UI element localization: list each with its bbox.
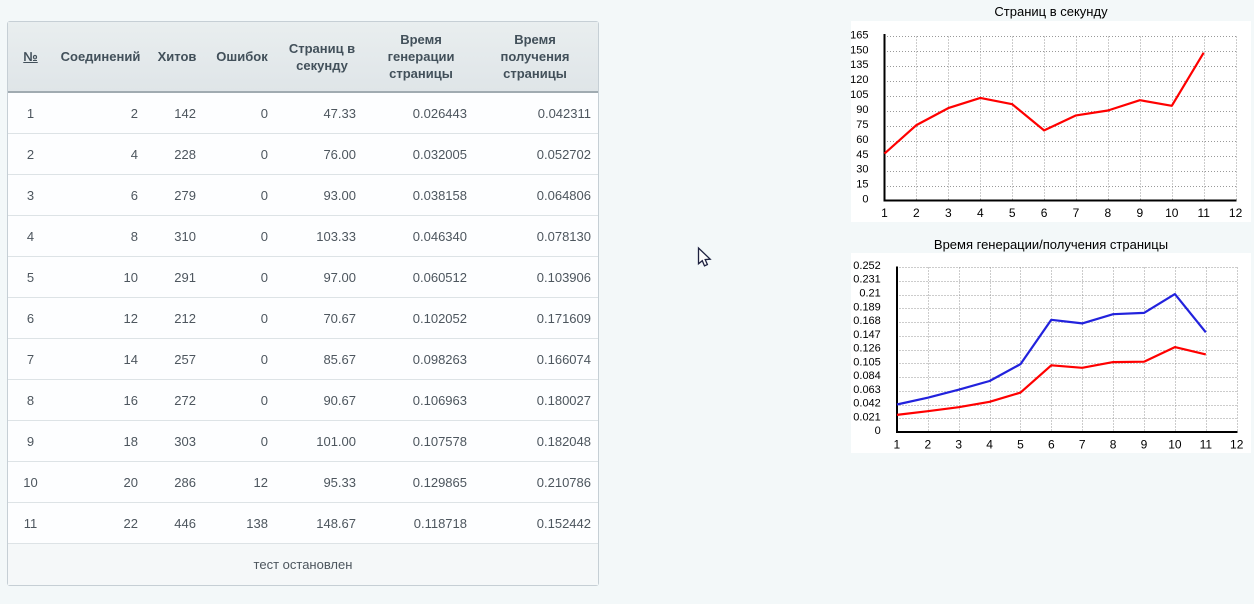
svg-text:30: 30 (856, 164, 868, 176)
svg-text:7: 7 (1073, 206, 1080, 220)
svg-text:4: 4 (986, 438, 993, 452)
svg-text:75: 75 (856, 119, 868, 131)
svg-text:6: 6 (1048, 438, 1055, 452)
svg-text:0.147: 0.147 (853, 329, 881, 341)
svg-text:0: 0 (875, 425, 881, 437)
svg-text:135: 135 (851, 59, 869, 71)
svg-text:5: 5 (1009, 206, 1016, 220)
svg-text:10: 10 (1165, 206, 1179, 220)
svg-text:0: 0 (862, 194, 868, 206)
svg-text:90: 90 (856, 104, 868, 116)
svg-text:0.189: 0.189 (853, 301, 881, 313)
svg-text:1: 1 (881, 206, 888, 220)
svg-text:11: 11 (1197, 206, 1210, 220)
svg-text:10: 10 (1168, 438, 1182, 452)
svg-text:165: 165 (851, 29, 869, 41)
svg-text:6: 6 (1041, 206, 1048, 220)
svg-text:8: 8 (1105, 206, 1112, 220)
svg-text:9: 9 (1141, 438, 1148, 452)
svg-text:0.21: 0.21 (859, 288, 880, 300)
svg-text:3: 3 (955, 438, 962, 452)
svg-text:105: 105 (851, 89, 869, 101)
svg-text:4: 4 (977, 206, 984, 220)
svg-text:12: 12 (1230, 438, 1244, 452)
svg-text:0.126: 0.126 (853, 343, 881, 355)
svg-text:8: 8 (1110, 438, 1117, 452)
svg-text:45: 45 (856, 149, 868, 161)
svg-text:0.252: 0.252 (853, 260, 881, 272)
svg-text:0.168: 0.168 (853, 315, 881, 327)
svg-text:60: 60 (856, 134, 868, 146)
svg-text:0.021: 0.021 (853, 411, 881, 423)
svg-text:9: 9 (1137, 206, 1144, 220)
svg-text:2: 2 (913, 206, 920, 220)
svg-text:120: 120 (851, 74, 869, 86)
svg-text:150: 150 (851, 44, 869, 56)
svg-text:12: 12 (1229, 206, 1243, 220)
svg-text:0.042: 0.042 (853, 398, 881, 410)
svg-text:0.231: 0.231 (853, 274, 881, 286)
svg-text:1: 1 (894, 438, 901, 452)
svg-text:0.084: 0.084 (853, 370, 881, 382)
svg-text:2: 2 (924, 438, 931, 452)
svg-text:0.105: 0.105 (853, 356, 881, 368)
svg-text:5: 5 (1017, 438, 1024, 452)
svg-text:15: 15 (856, 179, 868, 191)
svg-text:0.063: 0.063 (853, 384, 881, 396)
svg-text:7: 7 (1079, 438, 1086, 452)
svg-text:11: 11 (1200, 438, 1213, 452)
svg-text:3: 3 (945, 206, 952, 220)
